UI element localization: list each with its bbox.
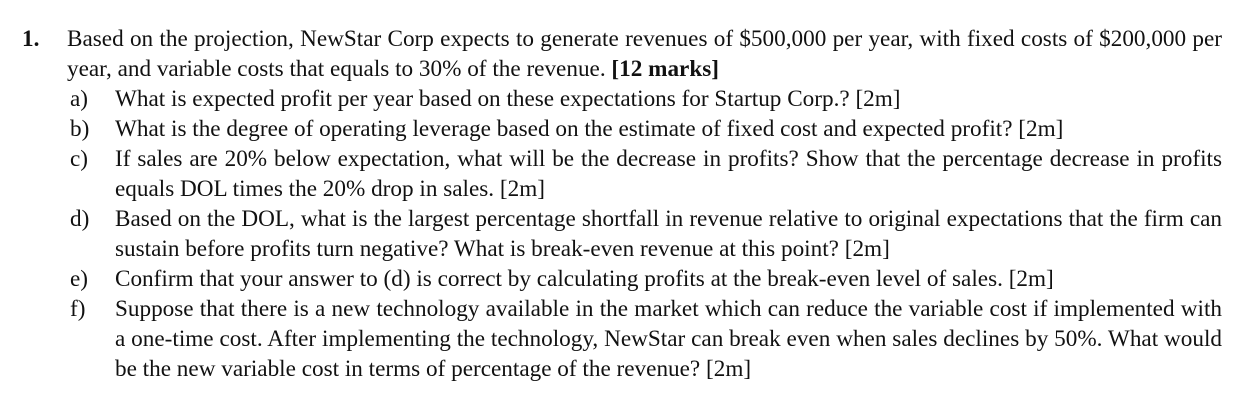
part-d: d) Based on the DOL, what is the largest… bbox=[22, 204, 1222, 264]
part-text: Confirm that your answer to (d) is corre… bbox=[115, 266, 1054, 292]
question-number: 1. bbox=[22, 26, 40, 52]
part-c: c) If sales are 20% below expectation, w… bbox=[22, 144, 1222, 204]
part-label: e) bbox=[70, 266, 89, 292]
part-text: What is the degree of operating leverage… bbox=[115, 116, 1064, 142]
question-parts: a) What is expected profit per year base… bbox=[22, 84, 1222, 384]
part-text: What is expected profit per year based o… bbox=[115, 86, 901, 112]
part-a: a) What is expected profit per year base… bbox=[22, 84, 1222, 114]
part-b: b) What is the degree of operating lever… bbox=[22, 114, 1222, 144]
part-e: e) Confirm that your answer to (d) is co… bbox=[22, 264, 1222, 294]
question-header: 1. Based on the projection, NewStar Corp… bbox=[22, 24, 1222, 84]
part-label: c) bbox=[70, 146, 89, 172]
part-label: b) bbox=[70, 116, 90, 142]
question-intro: Based on the projection, NewStar Corp ex… bbox=[67, 26, 1222, 82]
question-marks: [12 marks] bbox=[611, 56, 719, 82]
part-text: Suppose that there is a new technology a… bbox=[115, 296, 1222, 382]
part-text: Based on the DOL, what is the largest pe… bbox=[115, 206, 1222, 262]
part-label: f) bbox=[70, 296, 86, 322]
part-label: d) bbox=[70, 206, 90, 232]
part-f: f) Suppose that there is a new technolog… bbox=[22, 294, 1222, 384]
question-block: 1. Based on the projection, NewStar Corp… bbox=[22, 24, 1222, 384]
part-text: If sales are 20% below expectation, what… bbox=[115, 146, 1222, 202]
part-label: a) bbox=[70, 86, 89, 112]
